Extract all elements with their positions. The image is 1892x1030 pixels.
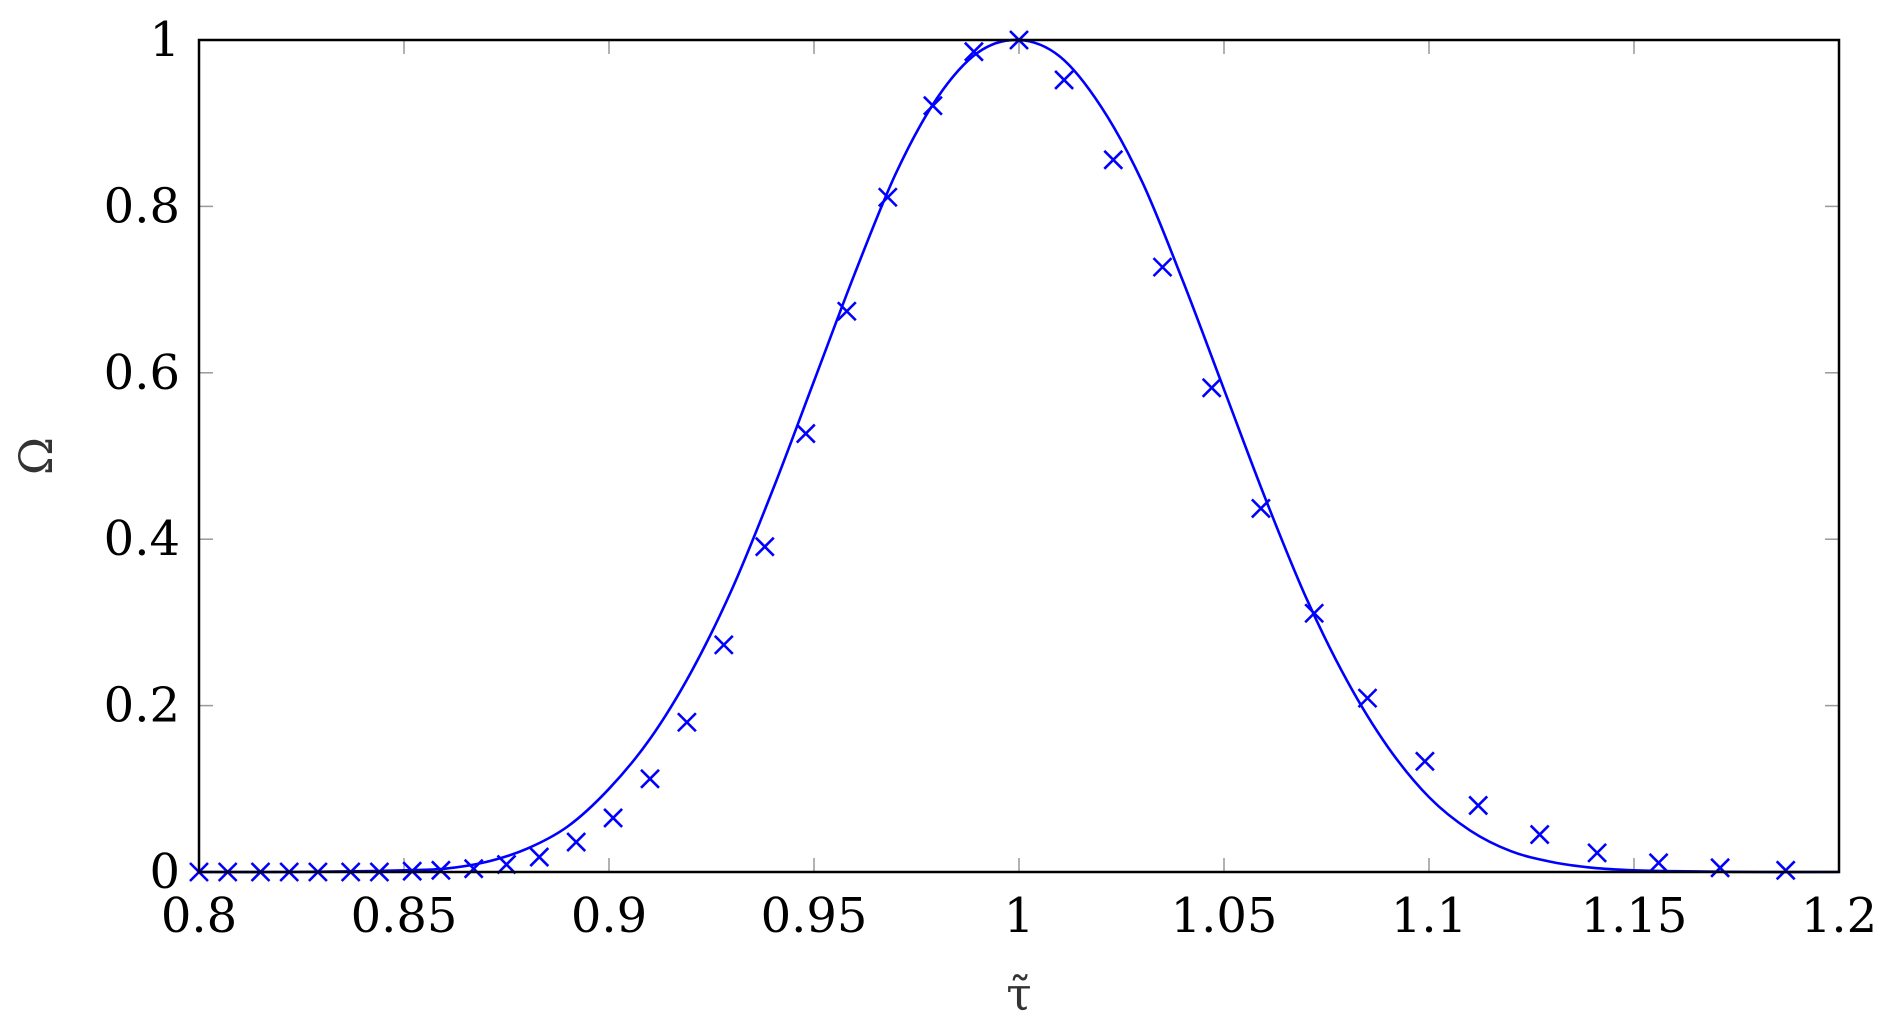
data-point-marker (836, 301, 857, 322)
data-point-marker (603, 808, 624, 828)
data-point-marker (566, 832, 587, 852)
data-point-marker (754, 536, 775, 557)
x-axis-label: τ̃ (1006, 967, 1031, 1021)
y-axis-label: Ω (9, 437, 63, 475)
tick-labels: 0.8 0.85 0.9 0.95 1 1.05 1.1 1.15 1.2 0 0.2 0.4 0.6 0… (104, 12, 1878, 944)
data-point-marker (676, 712, 697, 733)
data-point-marker (963, 41, 984, 62)
data-point-marker (795, 423, 816, 444)
data-point-marker (496, 854, 517, 875)
x-tick-label: 1.05 (1171, 888, 1278, 944)
data-point-marker (1357, 688, 1378, 709)
x-tick-label: 1 (1004, 888, 1035, 944)
data-point-marker (1201, 377, 1222, 398)
y-tick-label: 0.6 (104, 345, 180, 401)
data-point-marker (1529, 824, 1550, 845)
data-point-marker (1152, 257, 1173, 278)
x-tick-label: 1.1 (1391, 888, 1467, 944)
data-point-marker (922, 95, 943, 116)
y-tick-label: 0.2 (104, 678, 180, 734)
x-tick-label: 0.85 (351, 888, 458, 944)
data-point-marker (1775, 860, 1796, 881)
data-point-marker (1414, 751, 1435, 772)
x-tick-label: 1.15 (1581, 888, 1688, 944)
x-tick-label: 0.8 (161, 888, 237, 944)
x-tick-label: 1.2 (1801, 888, 1877, 944)
data-point-marker (1468, 795, 1489, 816)
data-point-marker (640, 768, 660, 789)
data-point-marker (463, 858, 484, 879)
data-point-marker (1587, 842, 1608, 863)
data-point-marker (430, 860, 451, 881)
data-point-marker (1648, 852, 1669, 873)
y-tick-label: 1 (149, 12, 180, 68)
x-tick-label: 0.9 (571, 888, 647, 944)
x-tick-label: 0.95 (761, 888, 868, 944)
data-point-marker (877, 187, 898, 208)
data-point-marker (1103, 149, 1124, 170)
data-point-marker (713, 634, 734, 655)
data-point-marker (1304, 603, 1325, 624)
data-point-marker (1250, 498, 1271, 519)
data-point-marker (1054, 70, 1075, 90)
data-point-marker (529, 847, 550, 867)
y-tick-label: 0.4 (104, 511, 180, 567)
y-tick-label: 0.8 (104, 178, 180, 234)
data-point-marker (1710, 857, 1731, 878)
y-tick-label: 0 (149, 844, 180, 900)
axes-frame (197, 38, 1841, 874)
